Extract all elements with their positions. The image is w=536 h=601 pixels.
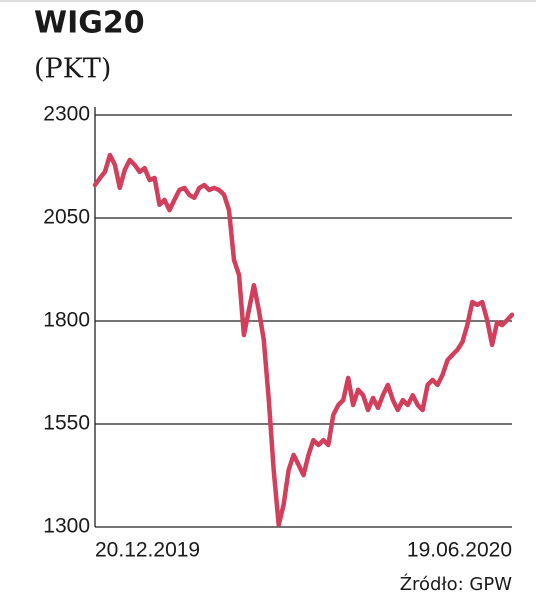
y-tick-label: 1550 bbox=[43, 412, 90, 435]
x-tick-label: 20.12.2019 bbox=[95, 539, 200, 562]
x-tick-label: 19.06.2020 bbox=[407, 539, 512, 562]
line-series bbox=[92, 152, 515, 528]
y-tick-label: 2300 bbox=[43, 103, 90, 126]
chart-subtitle: (PKT) bbox=[34, 54, 111, 85]
y-tick-label: 2050 bbox=[43, 206, 90, 229]
chart-title: WIG20 bbox=[34, 6, 145, 41]
source: Źródło: GPW bbox=[400, 573, 512, 595]
y-tick-label: 1300 bbox=[43, 515, 90, 538]
y-tick-label: 1800 bbox=[43, 309, 90, 332]
